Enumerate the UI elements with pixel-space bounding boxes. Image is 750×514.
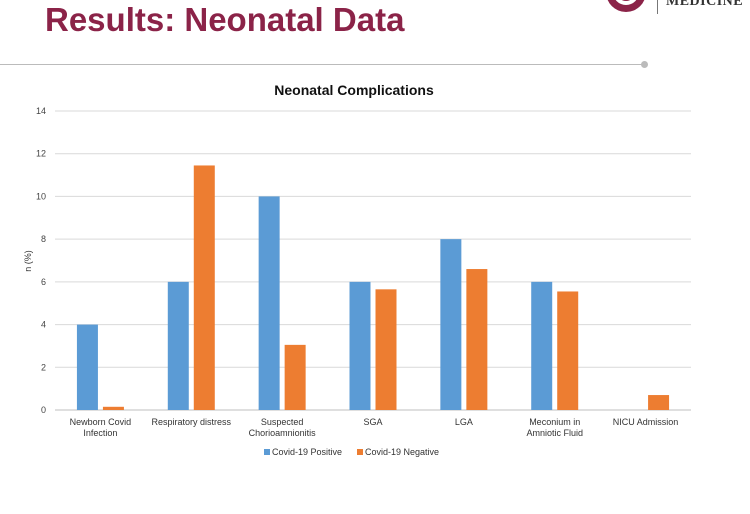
x-tick-label: NICU Admission <box>613 417 679 427</box>
x-tick-label: Amniotic Fluid <box>526 428 583 438</box>
x-tick-label: Newborn Covid <box>70 417 132 427</box>
x-tick-label: Respiratory distress <box>152 417 232 427</box>
legend-swatch <box>357 449 363 455</box>
x-tick-label: SGA <box>363 417 382 427</box>
bar-covid-negative <box>375 289 397 410</box>
y-tick-label: 14 <box>36 106 46 116</box>
bar-covid-negative <box>102 406 124 410</box>
bar-covid-negative <box>284 344 306 410</box>
y-tick-label: 8 <box>41 234 46 244</box>
x-tick-label: LGA <box>455 417 473 427</box>
bar-covid-negative <box>557 291 579 410</box>
bar-covid-positive <box>440 239 462 410</box>
bar-covid-positive <box>76 324 98 410</box>
bar-covid-positive <box>531 281 553 410</box>
bar-covid-negative <box>648 395 670 410</box>
chart-title: Neonatal Complications <box>274 82 434 98</box>
legend: Covid-19 Positive Covid-19 Negative <box>264 447 439 457</box>
title-divider <box>0 64 644 65</box>
title-divider-dot <box>641 61 648 68</box>
x-tick-label: Chorioamnionitis <box>249 428 317 438</box>
y-tick-label: 6 <box>41 277 46 287</box>
bar-covid-negative <box>466 269 488 410</box>
y-axis-ticks: 0 2 4 6 8 10 12 14 <box>36 106 46 415</box>
legend-label: Covid-19 Positive <box>272 447 342 457</box>
y-axis-title: n (%) <box>23 250 33 272</box>
bar-covid-negative <box>193 165 215 410</box>
bars <box>76 165 670 410</box>
bar-covid-positive <box>167 281 189 410</box>
y-tick-label: 12 <box>36 149 46 159</box>
seal-icon <box>607 0 645 12</box>
x-tick-label: Suspected <box>261 417 304 427</box>
bar-covid-positive <box>258 196 280 410</box>
y-tick-label: 10 <box>36 191 46 201</box>
y-tick-label: 4 <box>41 320 46 330</box>
y-tick-label: 0 <box>41 405 46 415</box>
logo-divider <box>657 0 658 14</box>
gridlines <box>55 110 691 411</box>
x-tick-label: Meconium in <box>529 417 580 427</box>
bar-covid-positive <box>349 281 371 410</box>
logo-text: MEDICINE <box>666 0 744 9</box>
x-tick-label: Infection <box>83 428 117 438</box>
legend-swatch <box>264 449 270 455</box>
y-tick-label: 2 <box>41 362 46 372</box>
slide-title: Results: Neonatal Data <box>45 1 405 38</box>
legend-label: Covid-19 Negative <box>365 447 439 457</box>
logo: MEDICINE <box>596 0 750 16</box>
